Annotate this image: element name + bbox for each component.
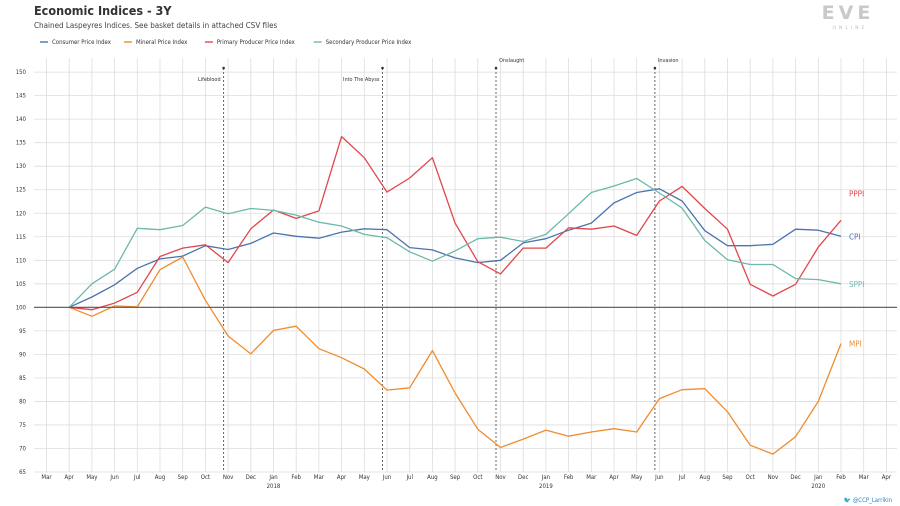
x-tick-label: Jan bbox=[541, 474, 550, 481]
annotations: Lifeblood Into The Abyss Onslaught Invasion bbox=[198, 58, 679, 472]
x-tick-label: Jul bbox=[405, 474, 413, 481]
year-label: 2018 bbox=[267, 483, 281, 490]
x-tick-label: Mar bbox=[314, 474, 325, 481]
svg-text:EVE: EVE bbox=[822, 2, 875, 24]
annotation-dot bbox=[494, 66, 498, 70]
x-tick-label: Jun bbox=[654, 474, 663, 481]
series-end-label: CPI bbox=[849, 232, 861, 241]
x-tick-label: Jul bbox=[678, 474, 686, 481]
x-tick-label: Feb bbox=[836, 474, 846, 481]
legend-label: Mineral Price Index bbox=[136, 39, 188, 46]
x-tick-label: Nov bbox=[495, 474, 506, 481]
series-lines: CPI MPI PPPI SPPI bbox=[68, 135, 864, 455]
y-tick-label: 140 bbox=[16, 116, 27, 123]
x-tick-label: Dec bbox=[790, 474, 800, 481]
x-tick-label: Aug bbox=[155, 474, 166, 481]
x-tick-label: Jun bbox=[382, 474, 391, 481]
x-tick-label: Dec bbox=[246, 474, 256, 481]
x-tick-label: Apr bbox=[609, 474, 619, 481]
series-end-label: MPI bbox=[849, 340, 862, 349]
y-tick-label: 75 bbox=[19, 422, 26, 429]
x-tick-label: May bbox=[631, 474, 643, 481]
x-tick-label: Mar bbox=[859, 474, 870, 481]
legend-label: Primary Producer Price Index bbox=[217, 39, 296, 46]
series-line bbox=[69, 135, 842, 311]
x-tick-label: Oct bbox=[201, 474, 210, 481]
annotation-label: Lifeblood bbox=[198, 77, 221, 83]
series-end-label: SPPI bbox=[849, 280, 864, 289]
y-tick-label: 145 bbox=[16, 93, 26, 100]
x-tick-label: Apr bbox=[65, 474, 75, 481]
y-tick-label: 90 bbox=[19, 351, 26, 358]
year-label: 2019 bbox=[539, 483, 553, 490]
y-tick-label: 110 bbox=[16, 257, 27, 264]
x-tick-label: Sep bbox=[722, 474, 733, 481]
x-tick-label: Oct bbox=[746, 474, 755, 481]
x-tick-label: Apr bbox=[337, 474, 347, 481]
x-tick-label: Nov bbox=[768, 474, 779, 481]
x-tick-label: Aug bbox=[700, 474, 711, 481]
y-tick-label: 115 bbox=[16, 234, 26, 241]
y-tick-label: 95 bbox=[19, 328, 26, 335]
x-tick-label: Feb bbox=[291, 474, 301, 481]
y-tick-label: 120 bbox=[16, 210, 27, 217]
x-tick-label: Oct bbox=[473, 474, 482, 481]
y-tick-label: 80 bbox=[19, 398, 26, 405]
annotation-dot bbox=[222, 66, 225, 70]
series-line bbox=[68, 256, 842, 455]
x-tick-label: Apr bbox=[882, 474, 892, 481]
x-tick-label: Mar bbox=[41, 474, 52, 481]
x-tick-label: Jan bbox=[268, 474, 277, 481]
chart-title: Economic Indices - 3Y bbox=[34, 3, 172, 18]
annotation-label: Onslaught bbox=[499, 58, 524, 64]
x-tick-label: Feb bbox=[564, 474, 574, 481]
x-tick-label: Jan bbox=[813, 474, 822, 481]
annotation-dot bbox=[381, 66, 384, 70]
x-tick-label: Jun bbox=[109, 474, 118, 481]
y-tick-label: 105 bbox=[16, 281, 26, 288]
x-tick-label: Sep bbox=[450, 474, 461, 481]
legend: Consumer Price Index Mineral Price Index P… bbox=[40, 39, 412, 46]
x-tick-label: May bbox=[359, 474, 371, 481]
twitter-credit[interactable]: 🐦 @CCP_Larrikin bbox=[843, 497, 892, 504]
chart-subtitle: Chained Laspeyres Indices. See basket de… bbox=[34, 21, 278, 30]
annotation-label: Invasion bbox=[658, 58, 679, 64]
axes: 65 70 75 80 85 90 95 100 105 110 115 120 125 130 135 14… bbox=[16, 69, 897, 490]
x-tick-label: Nov bbox=[223, 474, 234, 481]
svg-text:ONLINE: ONLINE bbox=[833, 25, 868, 31]
y-tick-label: 65 bbox=[19, 469, 26, 476]
y-tick-label: 130 bbox=[16, 163, 27, 170]
series-end-label: PPPI bbox=[849, 189, 864, 198]
y-tick-label: 100 bbox=[16, 304, 27, 311]
x-tick-label: Mar bbox=[586, 474, 597, 481]
legend-label: Secondary Producer Price Index bbox=[326, 39, 412, 46]
series-line bbox=[68, 177, 842, 308]
x-tick-label: Aug bbox=[427, 474, 438, 481]
year-label: 2020 bbox=[811, 483, 825, 490]
legend-label: Consumer Price Index bbox=[52, 39, 112, 46]
y-tick-label: 135 bbox=[16, 140, 26, 147]
eve-online-logo: EVE ONLINE bbox=[822, 2, 875, 31]
annotation-label: Into The Abyss bbox=[343, 77, 380, 83]
y-tick-label: 150 bbox=[16, 69, 27, 76]
x-tick-label: Sep bbox=[178, 474, 189, 481]
x-tick-label: Jul bbox=[133, 474, 141, 481]
x-tick-label: May bbox=[86, 474, 98, 481]
y-tick-label: 125 bbox=[16, 187, 26, 194]
twitter-icon: 🐦 bbox=[843, 497, 853, 504]
annotation-dot bbox=[653, 66, 657, 70]
x-tick-label: Dec bbox=[518, 474, 528, 481]
y-tick-label: 70 bbox=[19, 445, 26, 452]
y-tick-label: 85 bbox=[19, 375, 26, 382]
series-line bbox=[68, 188, 842, 308]
